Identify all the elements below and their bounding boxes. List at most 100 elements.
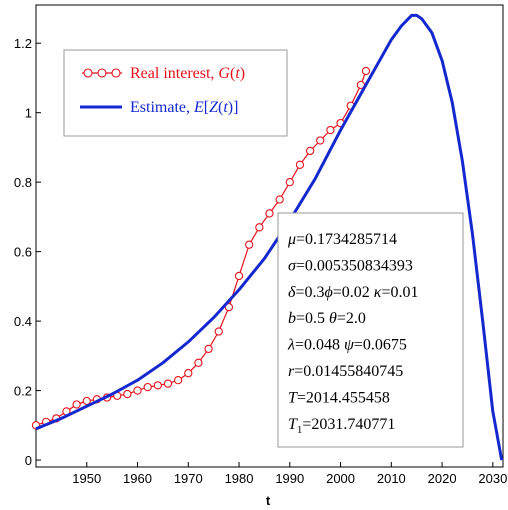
parameter-symbol: b: [288, 310, 296, 327]
x-tick-label: 1980: [225, 471, 254, 486]
x-tick-label: 2020: [428, 471, 457, 486]
data-point: [326, 125, 335, 135]
y-tick-label: 0: [25, 453, 32, 468]
legend-swatch-marker: [83, 68, 93, 78]
data-point: [143, 382, 152, 392]
parameter-symbol: θ: [329, 310, 337, 327]
parameter-symbol: δ: [288, 284, 296, 301]
y-tick-label: 0.4: [14, 314, 32, 329]
y-tick-label: 0.8: [14, 175, 32, 190]
data-point: [275, 195, 284, 204]
parameter-symbol: σ: [288, 257, 297, 274]
data-point: [245, 240, 254, 249]
parameter-lines: μ=0.1734285714σ=0.005350834393δ=0.3ϕ=0.0…: [287, 231, 419, 436]
parameter-value: =0.048: [295, 337, 344, 354]
data-point: [194, 358, 203, 367]
data-point: [255, 223, 264, 232]
data-point: [224, 303, 234, 312]
axis-ticks: 1950 1960 1970 1980 1990 2000 2010 2020 2030 0 0.2…: [14, 36, 507, 486]
legend-label-part: [: [204, 99, 209, 116]
legend-label-part: Real interest,: [130, 65, 218, 82]
y-tick-label: 1: [25, 106, 32, 121]
legend-label-part: ): [228, 99, 233, 116]
data-point: [214, 327, 223, 336]
series-line-2: [35, 13, 504, 461]
legend-items: Real interest, G(t)Estimate, E[Z(t)]: [80, 65, 245, 116]
series-line-1: [35, 70, 367, 426]
parameter-line: σ=0.005350834393: [288, 257, 413, 274]
parameter-value: =0.0675: [354, 337, 407, 354]
parameter-value: =0.01455840745: [294, 363, 403, 380]
data-point: [123, 389, 132, 399]
x-axis-label: t: [266, 493, 271, 508]
y-tick-label: 1.2: [14, 36, 32, 51]
x-tick-label: 1960: [123, 471, 152, 486]
parameter-value: =0.02: [333, 284, 374, 301]
parameter-value: =0.3: [295, 284, 324, 301]
data-point: [234, 271, 244, 281]
data-point: [133, 386, 142, 395]
legend-label-part: (: [230, 65, 235, 82]
data-point: [305, 146, 315, 156]
parameter-line: r=0.01455840745: [288, 363, 403, 380]
data-point: [285, 178, 294, 187]
parameter-line: δ=0.3ϕ=0.02 κ=0.01: [288, 284, 419, 301]
legend-box: [63, 49, 288, 137]
parameter-box-frame: [277, 212, 464, 448]
data-point: [72, 400, 81, 409]
x-tick-label: 1970: [174, 471, 203, 486]
legend-swatch-marker: [97, 68, 107, 78]
x-tick-label: 1950: [72, 471, 101, 486]
x-tick-label: 2000: [326, 471, 355, 486]
parameter-value: =2031.740771: [302, 416, 395, 433]
y-tick-label: 0.6: [14, 245, 32, 260]
parameter-symbol: μ: [287, 231, 296, 248]
data-point: [184, 369, 193, 378]
legend-label-part: E: [193, 99, 204, 116]
parameter-value: =0.01: [381, 284, 418, 301]
legend-label-part: t: [223, 99, 228, 116]
x-tick-label: 2030: [478, 471, 507, 486]
data-point: [265, 209, 274, 218]
legend-label: Real interest, G(t): [130, 65, 245, 82]
parameter-line: b=0.5 θ=2.0: [288, 310, 366, 327]
data-point: [361, 66, 371, 76]
y-tick-label: 0.2: [14, 384, 32, 399]
parameter-symbol: r: [288, 363, 295, 380]
x-tick-label: 2010: [377, 471, 406, 486]
parameter-line: T=2014.455458: [288, 389, 390, 406]
legend-label-part: ): [240, 65, 245, 82]
parameter-symbol: ϕ: [324, 284, 332, 301]
parameter-value: =2.0: [337, 310, 366, 327]
parameter-symbol: κ: [374, 284, 382, 301]
data-point: [204, 344, 213, 354]
legend-label-part: Estimate,: [130, 99, 194, 116]
legend-swatch-marker: [111, 68, 121, 78]
x-tick-label: 1990: [275, 471, 304, 486]
legend-label: Estimate, E[Z(t)]: [130, 99, 238, 116]
parameter-symbol: λ: [287, 337, 295, 354]
legend-label-part: G: [218, 65, 230, 82]
parameter-line: T1=2031.740771: [288, 416, 395, 436]
parameter-symbol: T: [288, 416, 298, 433]
parameter-value: =2014.455458: [297, 389, 390, 406]
parameter-box: μ=0.1734285714σ=0.005350834393δ=0.3ϕ=0.0…: [277, 212, 464, 448]
parameter-line: μ=0.1734285714: [287, 231, 397, 248]
parameter-value: =0.5: [296, 310, 329, 327]
parameter-subscript: 1: [297, 424, 303, 436]
data-point: [153, 381, 162, 390]
parameter-value: =0.005350834393: [296, 257, 413, 274]
data-point: [295, 160, 305, 169]
legend-label-part: Z: [209, 99, 219, 116]
data-point: [163, 379, 173, 388]
data-point: [173, 376, 183, 385]
parameter-symbol: ψ: [344, 337, 355, 354]
legend: Real interest, G(t)Estimate, E[Z(t)]: [63, 49, 288, 137]
legend-label-part: t: [235, 65, 240, 82]
parameter-line: λ=0.048 ψ=0.0675: [287, 337, 407, 354]
parameter-symbol: T: [288, 389, 298, 406]
legend-label-part: ]: [233, 99, 238, 116]
legend-label-part: (: [218, 99, 223, 116]
parameter-value: =0.1734285714: [296, 231, 397, 248]
